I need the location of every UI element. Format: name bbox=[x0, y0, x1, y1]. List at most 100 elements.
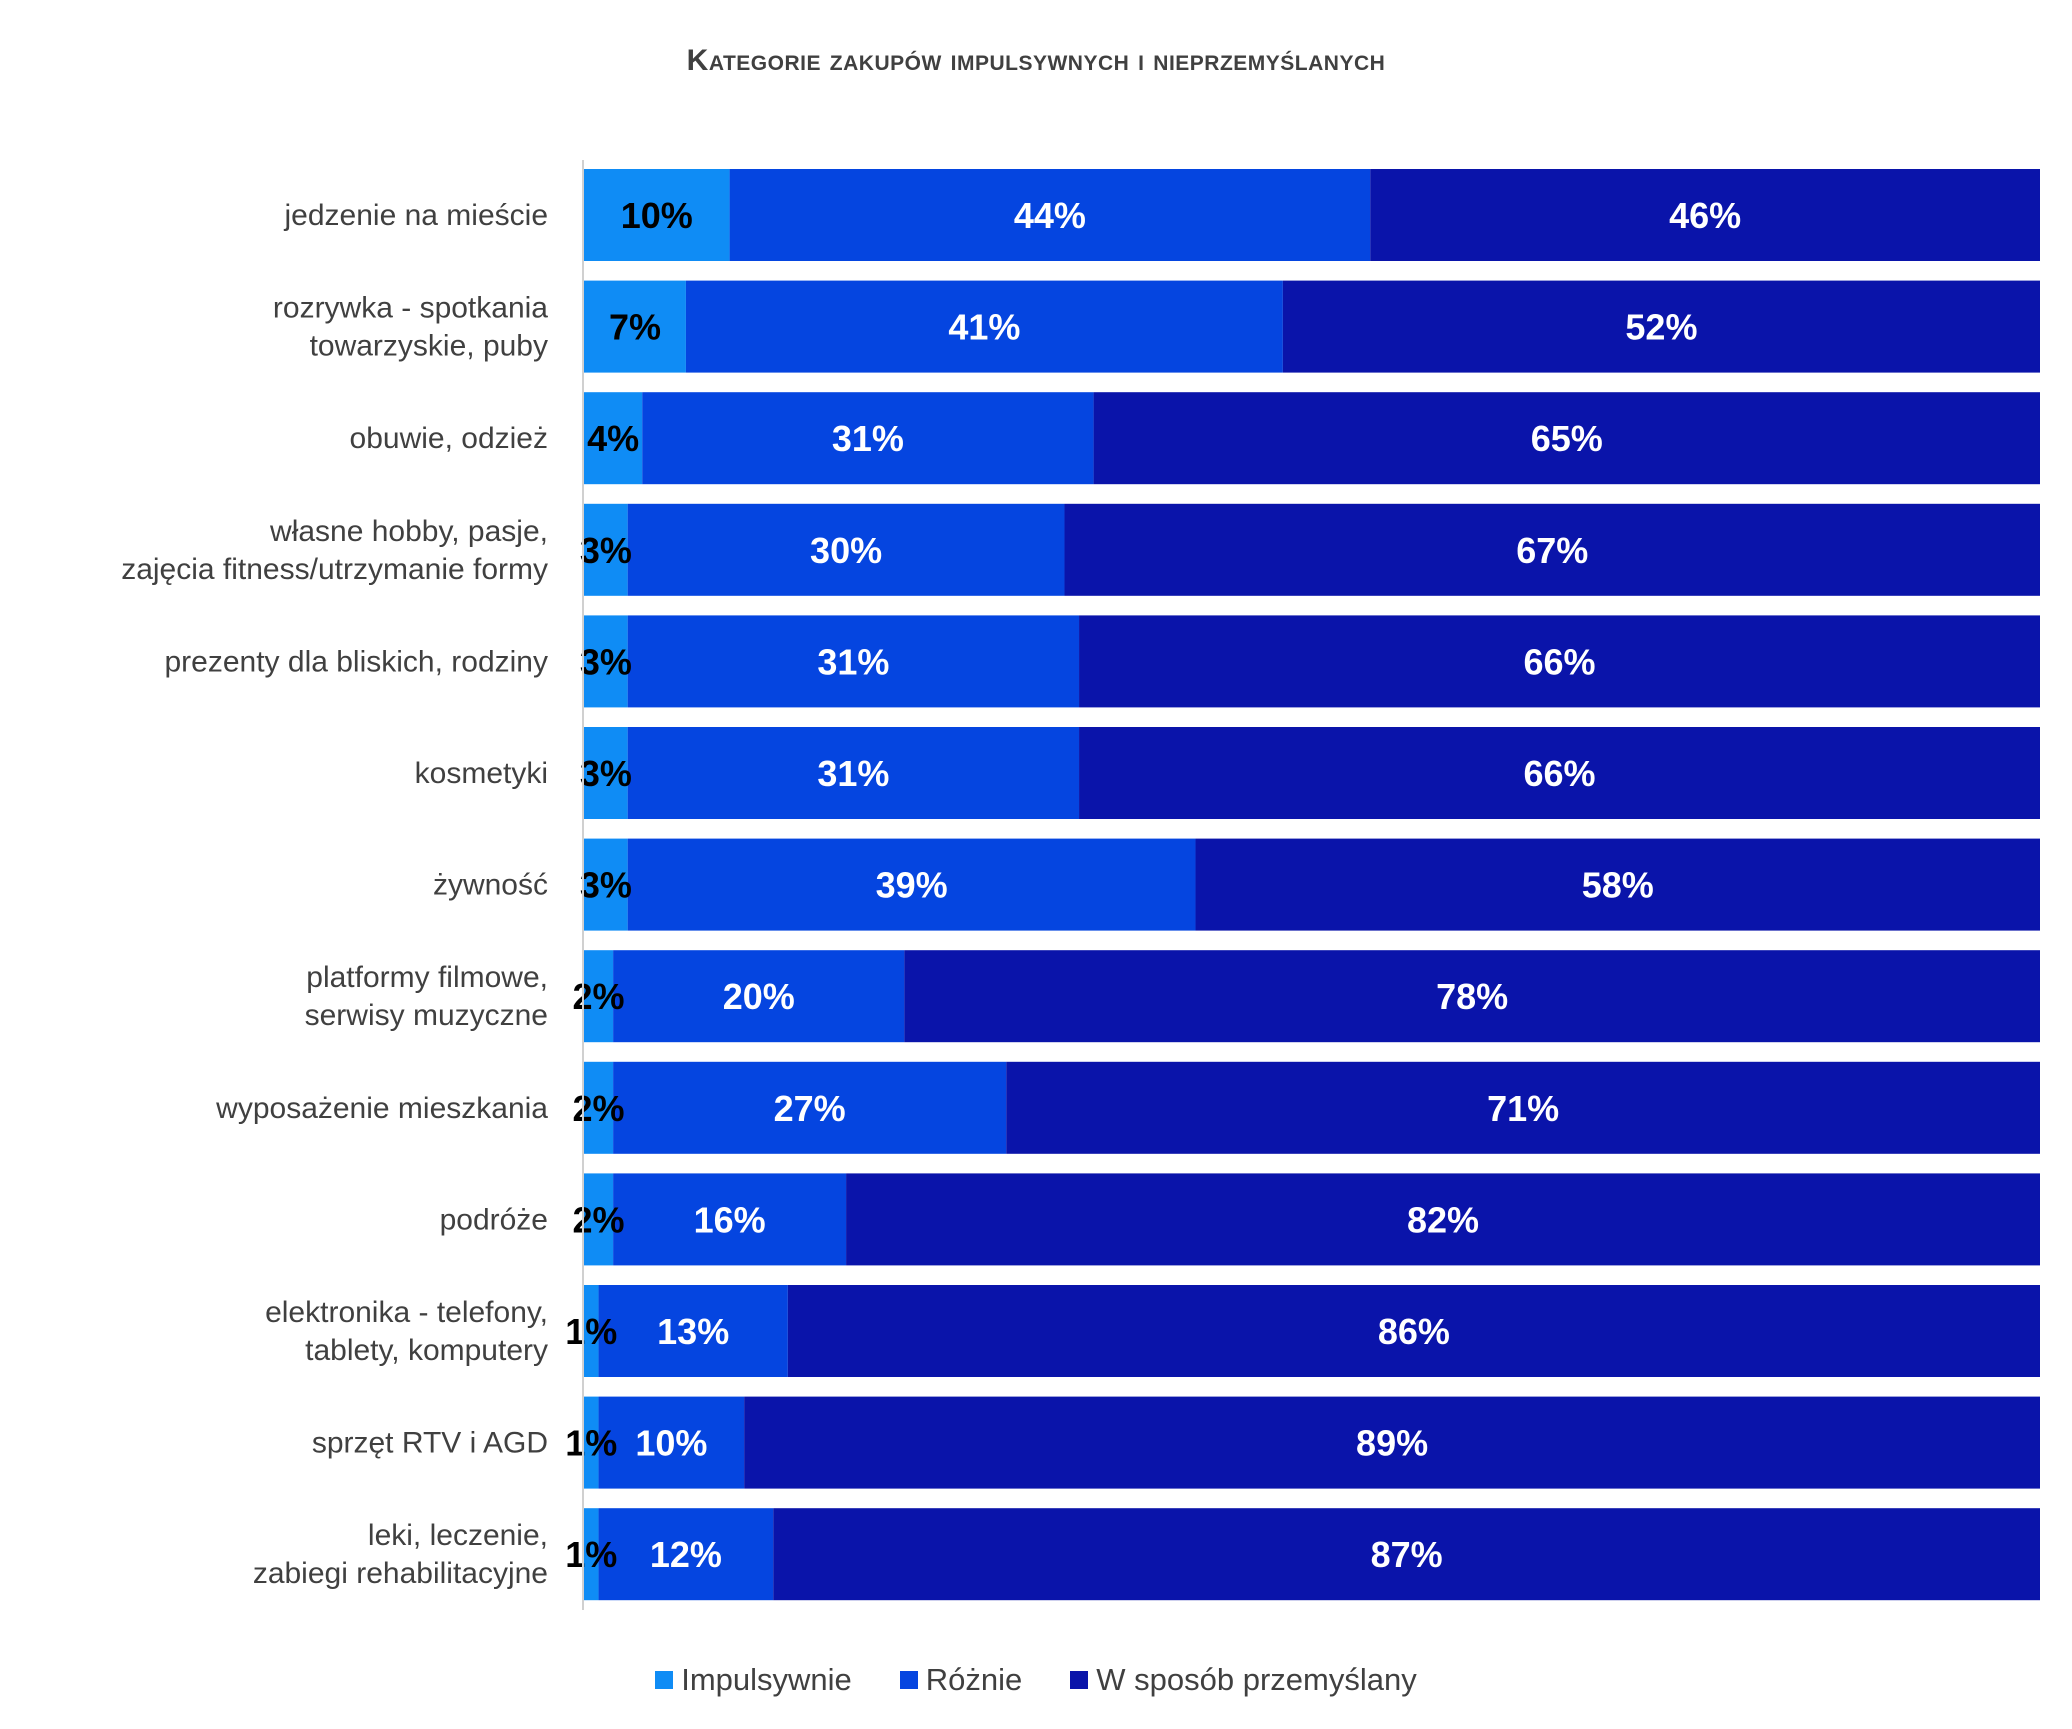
data-label: 1% bbox=[565, 1311, 617, 1352]
data-label: 3% bbox=[580, 641, 632, 682]
bar-segment bbox=[584, 1285, 599, 1377]
data-label: 67% bbox=[1516, 530, 1588, 571]
data-label: 13% bbox=[657, 1311, 729, 1352]
data-label: 3% bbox=[580, 865, 632, 906]
data-label: 58% bbox=[1582, 865, 1654, 906]
category-label-line: towarzyskie, puby bbox=[310, 330, 548, 363]
bar-segment bbox=[584, 503, 628, 596]
data-label: 46% bbox=[1669, 195, 1741, 236]
data-label: 3% bbox=[580, 753, 632, 794]
category-label: leki, leczenie, zabiegi rehabilitacyjne bbox=[253, 1519, 548, 1590]
category-label-line: elektronika - telefony, bbox=[265, 1296, 548, 1329]
data-label: 1% bbox=[565, 1534, 617, 1575]
bar-segment bbox=[627, 838, 1196, 931]
bar-segment bbox=[787, 1285, 2040, 1377]
bar-segment bbox=[642, 392, 1094, 485]
bar-segment bbox=[773, 1508, 2040, 1601]
category-label: jedzenie na mieście bbox=[284, 199, 548, 232]
data-label: 52% bbox=[1625, 307, 1697, 348]
bar-segment bbox=[1079, 615, 2040, 708]
data-label: 44% bbox=[1014, 195, 1086, 236]
legend-swatch bbox=[899, 1671, 918, 1689]
bar-segment bbox=[598, 1508, 774, 1601]
bar-segment bbox=[1282, 280, 2040, 373]
data-label: 2% bbox=[573, 1199, 625, 1240]
bar-segment bbox=[1370, 169, 2040, 261]
bar-segment bbox=[584, 392, 643, 485]
bar-segment bbox=[584, 727, 628, 819]
data-label: 65% bbox=[1531, 418, 1603, 459]
bar-segment bbox=[584, 280, 686, 373]
legend-item: Różnie bbox=[899, 1662, 1023, 1698]
category-label: rozrywka - spotkania towarzyskie, puby bbox=[273, 292, 548, 363]
data-label: 27% bbox=[774, 1088, 846, 1129]
legend-swatch bbox=[1070, 1671, 1089, 1689]
bar-segment bbox=[1064, 503, 2040, 596]
category-label: kosmetyki bbox=[415, 757, 548, 790]
data-label: 71% bbox=[1487, 1088, 1559, 1129]
data-label: 10% bbox=[621, 195, 693, 236]
category-label-line: kosmetyki bbox=[415, 757, 548, 790]
bar-segment bbox=[627, 727, 1080, 819]
legend-label: Różnie bbox=[925, 1662, 1023, 1697]
category-label-line: własne hobby, pasje, bbox=[269, 515, 548, 548]
data-label: 20% bbox=[723, 976, 795, 1017]
category-label: żywność bbox=[433, 869, 548, 902]
bar-segment bbox=[613, 1061, 1007, 1154]
bars bbox=[584, 169, 2041, 1601]
bar-segment bbox=[584, 1061, 614, 1154]
data-label: 2% bbox=[573, 976, 625, 1017]
data-label: 4% bbox=[587, 418, 639, 459]
bar-segment bbox=[904, 950, 2040, 1043]
value-labels: 10% 44% 46% 7% 41% 52% 4% 31% 65% 3% 30% 67% 3% 31% 66… bbox=[565, 195, 1741, 1575]
data-label: 31% bbox=[832, 418, 904, 459]
bar-segment bbox=[627, 503, 1065, 596]
legend-label: W sposób przemyślany bbox=[1096, 1662, 1417, 1697]
category-label: obuwie, odzież bbox=[350, 422, 548, 455]
data-label: 39% bbox=[876, 865, 948, 906]
legend: Impulsywnie Różnie W sposób przemyślany bbox=[0, 1662, 2072, 1698]
category-label: wyposażenie mieszkania bbox=[215, 1092, 548, 1125]
category-label-line: serwisy muzyczne bbox=[305, 999, 548, 1032]
data-label: 41% bbox=[948, 307, 1020, 348]
bar-segment bbox=[584, 615, 628, 708]
category-label: platformy filmowe, serwisy muzyczne bbox=[305, 961, 548, 1032]
bar-segment bbox=[613, 1173, 847, 1266]
data-label: 87% bbox=[1371, 1534, 1443, 1575]
category-label-line: leki, leczenie, bbox=[368, 1519, 548, 1552]
legend-swatch bbox=[655, 1671, 674, 1689]
data-label: 89% bbox=[1356, 1423, 1428, 1464]
category-label-line: jedzenie na mieście bbox=[284, 199, 548, 232]
data-label: 16% bbox=[694, 1199, 766, 1240]
bar-segment bbox=[1093, 392, 2040, 485]
data-label: 31% bbox=[817, 753, 889, 794]
bar-segment bbox=[1195, 838, 2040, 931]
category-label-line: wyposażenie mieszkania bbox=[215, 1092, 548, 1125]
bar-segment bbox=[627, 615, 1080, 708]
category-label-line: prezenty dla bliskich, rodziny bbox=[164, 645, 548, 678]
data-label: 66% bbox=[1523, 753, 1595, 794]
data-label: 10% bbox=[635, 1423, 707, 1464]
legend-item: Impulsywnie bbox=[655, 1662, 852, 1698]
bar-segment bbox=[1079, 727, 2040, 819]
bar-segment bbox=[729, 169, 1371, 261]
category-label: sprzęt RTV i AGD bbox=[312, 1427, 548, 1460]
data-label: 2% bbox=[573, 1088, 625, 1129]
data-label: 3% bbox=[580, 530, 632, 571]
bar-segment bbox=[685, 280, 1283, 373]
category-label-line: obuwie, odzież bbox=[350, 422, 548, 455]
bar-segment bbox=[584, 1508, 599, 1601]
bar-segment bbox=[584, 838, 628, 931]
bar-segment bbox=[584, 1173, 614, 1266]
category-label-line: zabiegi rehabilitacyjne bbox=[253, 1557, 548, 1590]
bar-segment bbox=[598, 1285, 788, 1377]
data-label: 7% bbox=[609, 307, 661, 348]
bar-segment bbox=[1006, 1061, 2040, 1154]
category-label: prezenty dla bliskich, rodziny bbox=[164, 645, 548, 678]
bar-segment bbox=[584, 169, 730, 261]
category-label: podróże bbox=[440, 1203, 548, 1236]
category-label-line: rozrywka - spotkania bbox=[273, 292, 548, 325]
data-label: 86% bbox=[1378, 1311, 1450, 1352]
data-label: 12% bbox=[650, 1534, 722, 1575]
